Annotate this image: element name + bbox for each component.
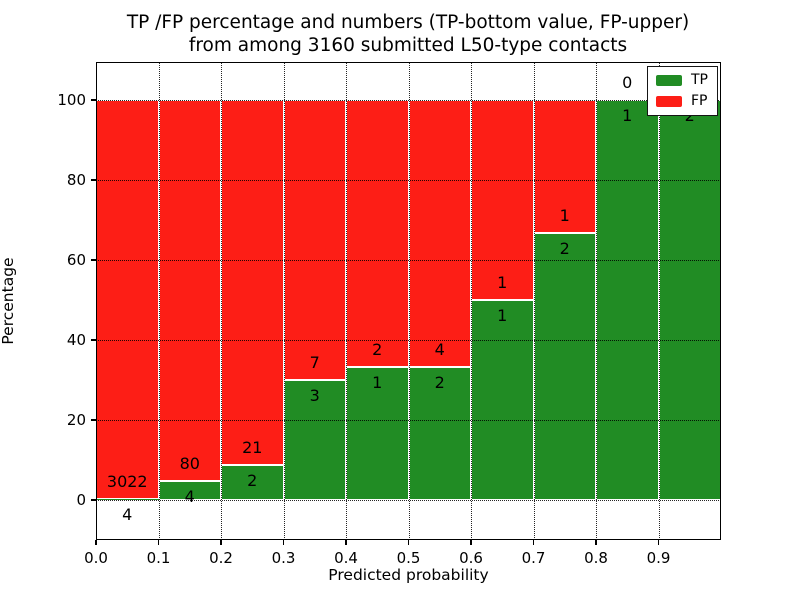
- v-gridline: [158, 62, 160, 540]
- y-tick-label: 20: [66, 411, 86, 429]
- fp-count-label: 3022: [106, 472, 148, 492]
- y-tick-label: 80: [66, 171, 86, 189]
- x-tick-mark: [157, 540, 160, 545]
- tp-count-label: 3: [309, 386, 320, 405]
- bar-fp-segment: [533, 100, 596, 234]
- legend-label-fp: FP: [691, 93, 708, 109]
- x-tick-mark: [345, 540, 347, 545]
- v-gridline: [596, 62, 597, 540]
- bar-tp-segment: [408, 366, 471, 500]
- x-tick-label: 0.2: [209, 549, 233, 567]
- bar-fp-segment: [158, 100, 221, 481]
- x-tick-label: 0.9: [646, 549, 671, 567]
- y-tick-label: 60: [66, 251, 86, 269]
- x-tick-label: 0.6: [459, 549, 483, 567]
- x-tick-label: 0.8: [584, 549, 608, 567]
- fp-count-label: 4: [434, 339, 445, 359]
- fp-count-label: 0: [622, 73, 633, 92]
- tp-count-label: 2: [559, 239, 570, 259]
- v-gridline: [346, 62, 347, 540]
- y-tick-label: 0: [76, 491, 86, 509]
- grid-layer: [96, 62, 721, 540]
- fp-swatch-icon: [656, 95, 682, 107]
- bar-labels-layer: 302248042127321421112012: [96, 62, 721, 540]
- tp-count-label: 4: [184, 486, 195, 506]
- bars-layer: [96, 62, 721, 540]
- x-tick-mark: [95, 540, 97, 545]
- y-tick-mark: [91, 339, 96, 341]
- tp-count-label: 1: [372, 372, 383, 392]
- bar-tp-segment: [471, 300, 534, 500]
- y-tick-mark: [91, 99, 96, 101]
- tp-count-label: 2: [247, 471, 258, 491]
- fp-count-label: 7: [309, 353, 320, 372]
- x-tick-label: 0.7: [521, 549, 546, 567]
- v-gridline: [283, 62, 285, 540]
- x-tick-mark: [532, 540, 535, 545]
- bar-tp-segment: [221, 465, 284, 500]
- legend-label-tp: TP: [691, 72, 708, 88]
- y-tick-label: 100: [57, 91, 86, 109]
- y-tick-mark: [91, 259, 96, 261]
- bar-fp-segment: [471, 100, 534, 300]
- fp-count-label: 1: [497, 273, 508, 292]
- v-gridline: [658, 62, 660, 540]
- v-gridline: [221, 62, 222, 540]
- legend: TP FP: [647, 66, 718, 116]
- chart-title-line1: TP /FP percentage and numbers (TP-bottom…: [126, 12, 690, 33]
- tp-count-label: 1: [622, 106, 633, 125]
- v-gridline: [471, 62, 472, 540]
- fp-count-label: 80: [179, 453, 200, 473]
- x-tick-mark: [282, 540, 285, 545]
- x-tick-label: 0.3: [271, 549, 296, 567]
- x-tick-label: 0.4: [334, 549, 358, 567]
- x-tick-label: 0.5: [396, 549, 421, 567]
- chart-title: TP /FP percentage and numbers (TP-bottom…: [8, 11, 800, 57]
- v-gridline: [408, 62, 410, 540]
- x-axis-label: Predicted probability: [328, 566, 489, 584]
- tp-count-label: 4: [122, 505, 133, 525]
- v-gridline: [533, 62, 535, 540]
- bar-fp-segment: [283, 100, 346, 380]
- chart-title-line2: from among 3160 submitted L50-type conta…: [188, 35, 628, 56]
- legend-item-fp: FP: [656, 94, 708, 108]
- x-tick-label: 0.0: [84, 549, 108, 567]
- y-axis-label: Percentage: [0, 257, 17, 345]
- y-tick-mark: [91, 179, 96, 181]
- bar-tp-segment: [96, 499, 159, 501]
- tp-swatch-icon: [656, 74, 682, 86]
- x-tick-mark: [595, 540, 597, 545]
- y-tick-label: 40: [66, 331, 86, 349]
- legend-item-tp: TP: [656, 73, 708, 87]
- tp-count-label: 2: [434, 372, 445, 392]
- plot-area: 302248042127321421112012 TP FP: [96, 62, 721, 540]
- y-tick-mark: [91, 419, 96, 421]
- bar-fp-segment: [221, 100, 284, 466]
- fp-count-label: 2: [372, 339, 383, 359]
- x-tick-mark: [470, 540, 472, 545]
- fp-count-label: 1: [559, 206, 570, 226]
- fp-count-label: 21: [242, 438, 263, 458]
- x-tick-label: 0.1: [146, 549, 171, 567]
- x-tick-mark: [407, 540, 410, 545]
- y-tick-mark: [91, 499, 96, 501]
- tp-count-label: 1: [497, 306, 508, 325]
- x-tick-mark: [657, 540, 660, 545]
- x-tick-mark: [220, 540, 222, 545]
